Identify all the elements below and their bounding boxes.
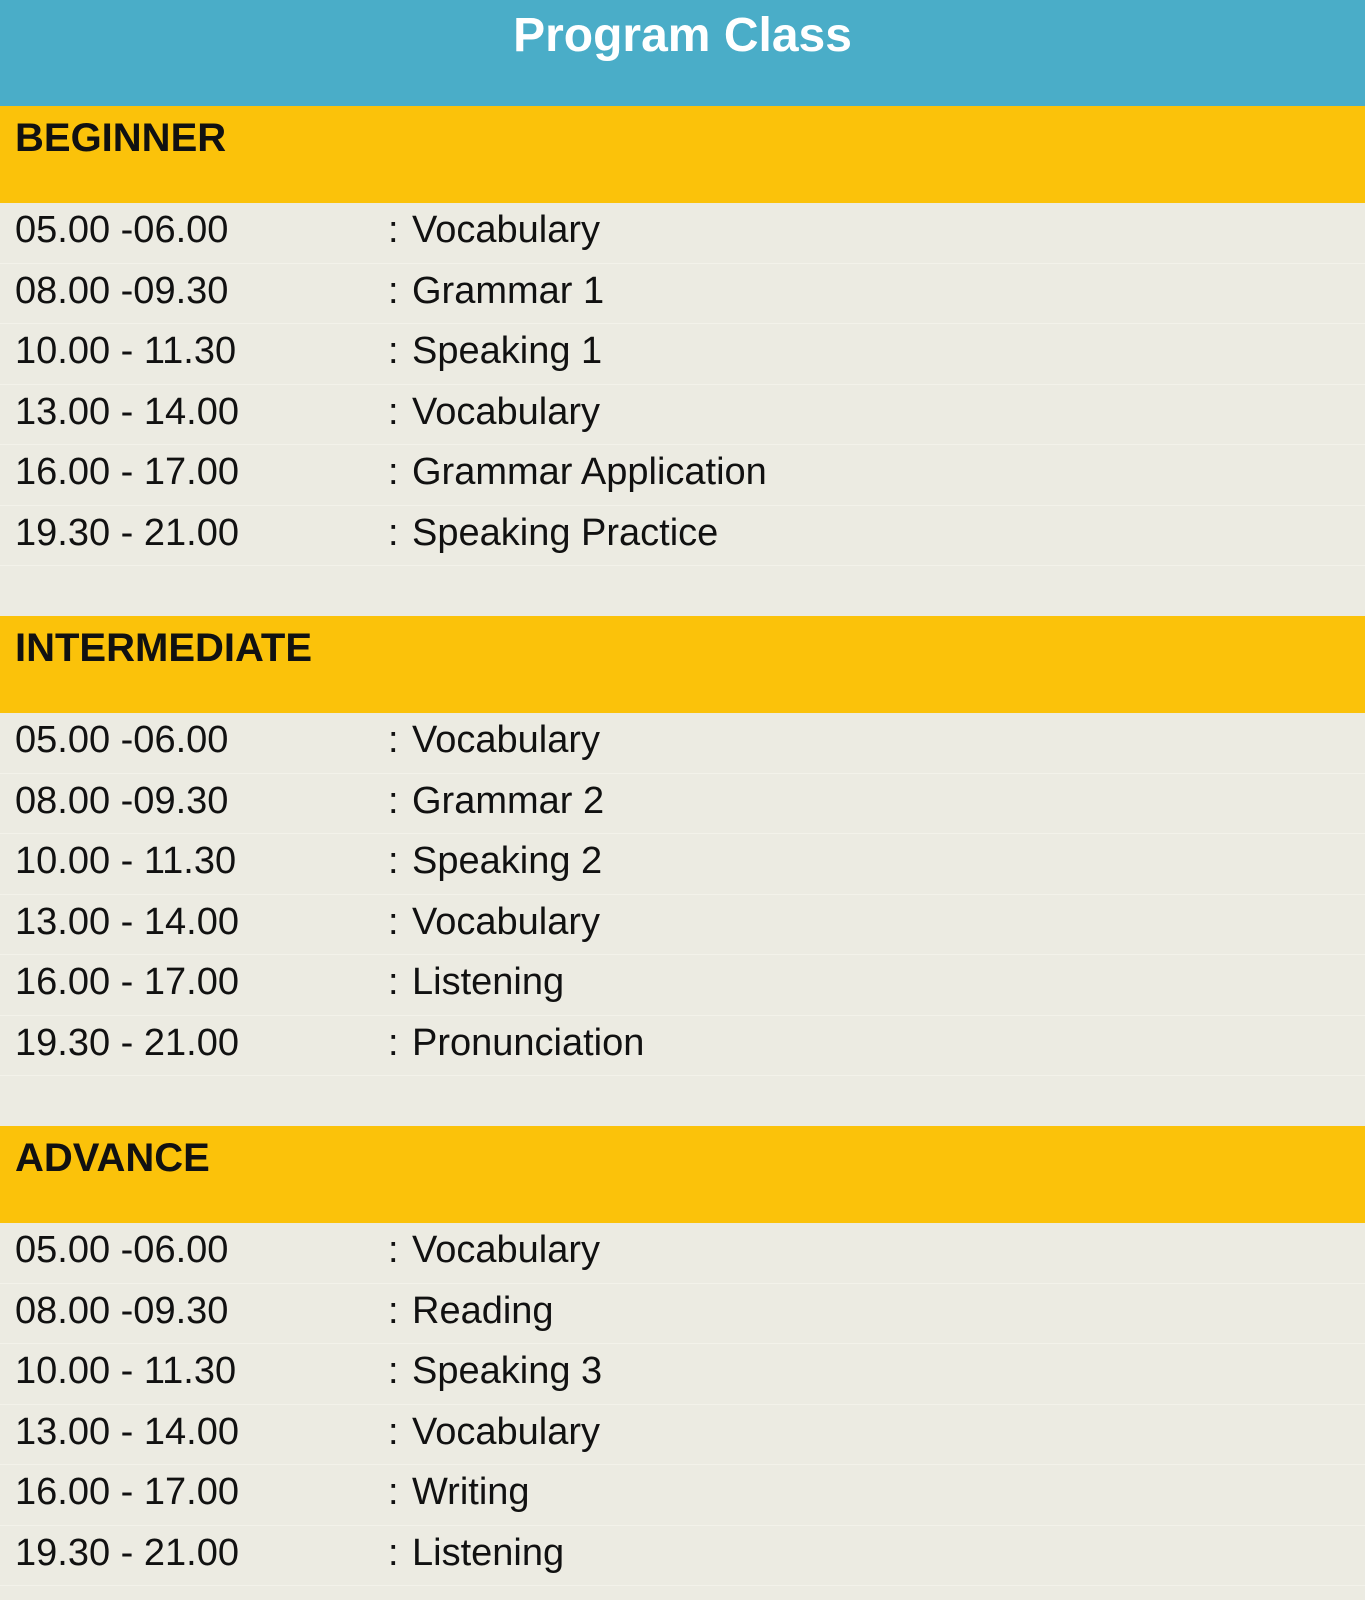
schedule-row: 13.00 - 14.00 : Vocabulary bbox=[0, 895, 1365, 955]
subject: Writing bbox=[412, 1471, 530, 1513]
subject: Grammar 2 bbox=[412, 779, 605, 822]
schedule-row: 16.00 - 17.00 : Writing bbox=[0, 1465, 1365, 1526]
separator: : bbox=[388, 511, 399, 554]
level-title: BEGINNER bbox=[15, 116, 227, 160]
schedule-row: 10.00 - 11.30 : Speaking 2 bbox=[0, 834, 1365, 895]
separator: : bbox=[388, 1350, 399, 1392]
time-range: 13.00 - 14.00 bbox=[15, 1410, 239, 1453]
separator: : bbox=[388, 1289, 399, 1332]
schedule-row: 16.00 - 17.00 : Grammar Application bbox=[0, 445, 1365, 506]
schedule-row: 16.00 - 17.00 : Listening bbox=[0, 955, 1365, 1016]
subject: Vocabulary bbox=[412, 390, 601, 433]
time-range: 05.00 -06.00 bbox=[15, 1229, 229, 1271]
time-range: 08.00 -09.30 bbox=[15, 779, 229, 822]
separator: : bbox=[388, 330, 399, 372]
subject: Grammar Application bbox=[412, 451, 767, 493]
separator: : bbox=[388, 209, 399, 251]
schedule-row: 05.00 -06.00 : Vocabulary bbox=[0, 713, 1365, 774]
level-header: ADVANCE bbox=[0, 1126, 1365, 1223]
subject: Vocabulary bbox=[412, 719, 601, 761]
subject: Vocabulary bbox=[412, 1229, 601, 1271]
separator: : bbox=[388, 1229, 399, 1271]
schedule-section: ADVANCE 05.00 -06.00 : Vocabulary 08.00 … bbox=[0, 1126, 1365, 1586]
title-bar: Program Class bbox=[0, 0, 1365, 106]
time-range: 10.00 - 11.30 bbox=[15, 1350, 237, 1392]
schedule-row: 19.30 - 21.00 : Listening bbox=[0, 1526, 1365, 1586]
subject: Speaking 1 bbox=[412, 330, 603, 372]
level-header: BEGINNER bbox=[0, 106, 1365, 203]
time-range: 13.00 - 14.00 bbox=[15, 390, 239, 433]
schedule-section: BEGINNER 05.00 -06.00 : Vocabulary 08.00… bbox=[0, 106, 1365, 566]
subject: Speaking Practice bbox=[412, 511, 719, 554]
time-range: 19.30 - 21.00 bbox=[15, 1021, 239, 1064]
separator: : bbox=[388, 269, 399, 312]
schedule-row: 08.00 -09.30 : Reading bbox=[0, 1284, 1365, 1344]
schedule-row: 19.30 - 21.00 : Speaking Practice bbox=[0, 506, 1365, 566]
time-range: 08.00 -09.30 bbox=[15, 269, 229, 312]
time-range: 10.00 - 11.30 bbox=[15, 840, 237, 882]
subject: Speaking 3 bbox=[412, 1350, 603, 1392]
schedule-row: 10.00 - 11.30 : Speaking 1 bbox=[0, 324, 1365, 385]
separator: : bbox=[388, 390, 399, 433]
schedule-row: 05.00 -06.00 : Vocabulary bbox=[0, 1223, 1365, 1284]
separator: : bbox=[388, 1531, 399, 1574]
separator: : bbox=[388, 1410, 399, 1453]
subject: Pronunciation bbox=[412, 1021, 645, 1064]
schedule-row: 05.00 -06.00 : Vocabulary bbox=[0, 203, 1365, 264]
page-title: Program Class bbox=[513, 9, 852, 62]
separator: : bbox=[388, 451, 399, 493]
schedule-row: 19.30 - 21.00 : Pronunciation bbox=[0, 1016, 1365, 1076]
subject: Listening bbox=[412, 961, 565, 1003]
separator: : bbox=[388, 1021, 399, 1064]
schedule-row: 13.00 - 14.00 : Vocabulary bbox=[0, 1405, 1365, 1465]
separator: : bbox=[388, 719, 399, 761]
time-range: 16.00 - 17.00 bbox=[15, 451, 239, 493]
level-title: INTERMEDIATE bbox=[15, 626, 313, 670]
schedule-row: 13.00 - 14.00 : Vocabulary bbox=[0, 385, 1365, 445]
time-range: 05.00 -06.00 bbox=[15, 209, 229, 251]
subject: Reading bbox=[412, 1289, 554, 1332]
separator: : bbox=[388, 840, 399, 882]
level-header: INTERMEDIATE bbox=[0, 616, 1365, 713]
time-range: 10.00 - 11.30 bbox=[15, 330, 237, 372]
level-title: ADVANCE bbox=[15, 1136, 210, 1180]
time-range: 05.00 -06.00 bbox=[15, 719, 229, 761]
schedule-row: 10.00 - 11.30 : Speaking 3 bbox=[0, 1344, 1365, 1405]
subject: Vocabulary bbox=[412, 1410, 601, 1453]
time-range: 19.30 - 21.00 bbox=[15, 1531, 239, 1574]
time-range: 08.00 -09.30 bbox=[15, 1289, 229, 1332]
separator: : bbox=[388, 961, 399, 1003]
time-range: 19.30 - 21.00 bbox=[15, 511, 239, 554]
schedule-row: 08.00 -09.30 : Grammar 2 bbox=[0, 774, 1365, 834]
subject: Vocabulary bbox=[412, 900, 601, 943]
subject: Grammar 1 bbox=[412, 269, 605, 312]
separator: : bbox=[388, 779, 399, 822]
time-range: 16.00 - 17.00 bbox=[15, 1471, 239, 1513]
separator: : bbox=[388, 900, 399, 943]
separator: : bbox=[388, 1471, 399, 1513]
schedule-section: INTERMEDIATE 05.00 -06.00 : Vocabulary 0… bbox=[0, 616, 1365, 1076]
schedule-row: 08.00 -09.30 : Grammar 1 bbox=[0, 264, 1365, 324]
subject: Listening bbox=[412, 1531, 565, 1574]
subject: Vocabulary bbox=[412, 209, 601, 251]
time-range: 16.00 - 17.00 bbox=[15, 961, 239, 1003]
subject: Speaking 2 bbox=[412, 840, 603, 882]
time-range: 13.00 - 14.00 bbox=[15, 900, 239, 943]
